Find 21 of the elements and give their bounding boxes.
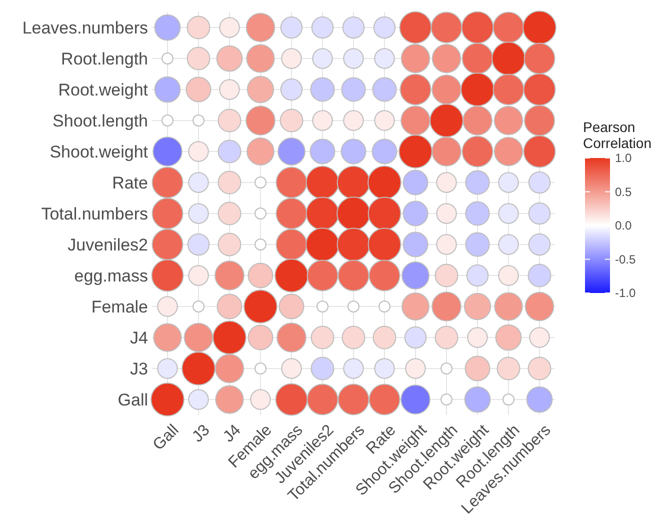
x-tick-label: Gall [150, 422, 182, 454]
color-bar-label: 1.0 [615, 151, 632, 166]
y-tick-label: Shoot.weight [50, 142, 148, 162]
y-tick-label: J4 [130, 328, 148, 348]
y-tick-label: Rate [112, 173, 148, 192]
color-bar-label: 0.0 [615, 218, 632, 233]
y-tick-label: Root.weight [58, 80, 148, 100]
y-tick-label: egg.mass [74, 266, 148, 286]
y-tick-label: Total.numbers [41, 204, 148, 224]
y-tick-label: Shoot.length [52, 111, 148, 130]
color-bar-label: 0.5 [615, 184, 632, 199]
x-tick-label: J3 [189, 422, 214, 446]
color-bar-label: -0.5 [615, 252, 636, 266]
y-tick-label: Leaves.numbers [22, 18, 148, 38]
y-tick-label: Root.length [61, 49, 148, 68]
y-tick-label: J3 [130, 359, 148, 378]
legend-title: Pearson Correlation [583, 119, 652, 151]
y-tick-label: Female [91, 297, 148, 316]
y-tick-label: Juveniles2 [68, 235, 148, 254]
y-tick-label: Gall [118, 390, 148, 410]
color-bar-label: -1.0 [615, 286, 636, 300]
